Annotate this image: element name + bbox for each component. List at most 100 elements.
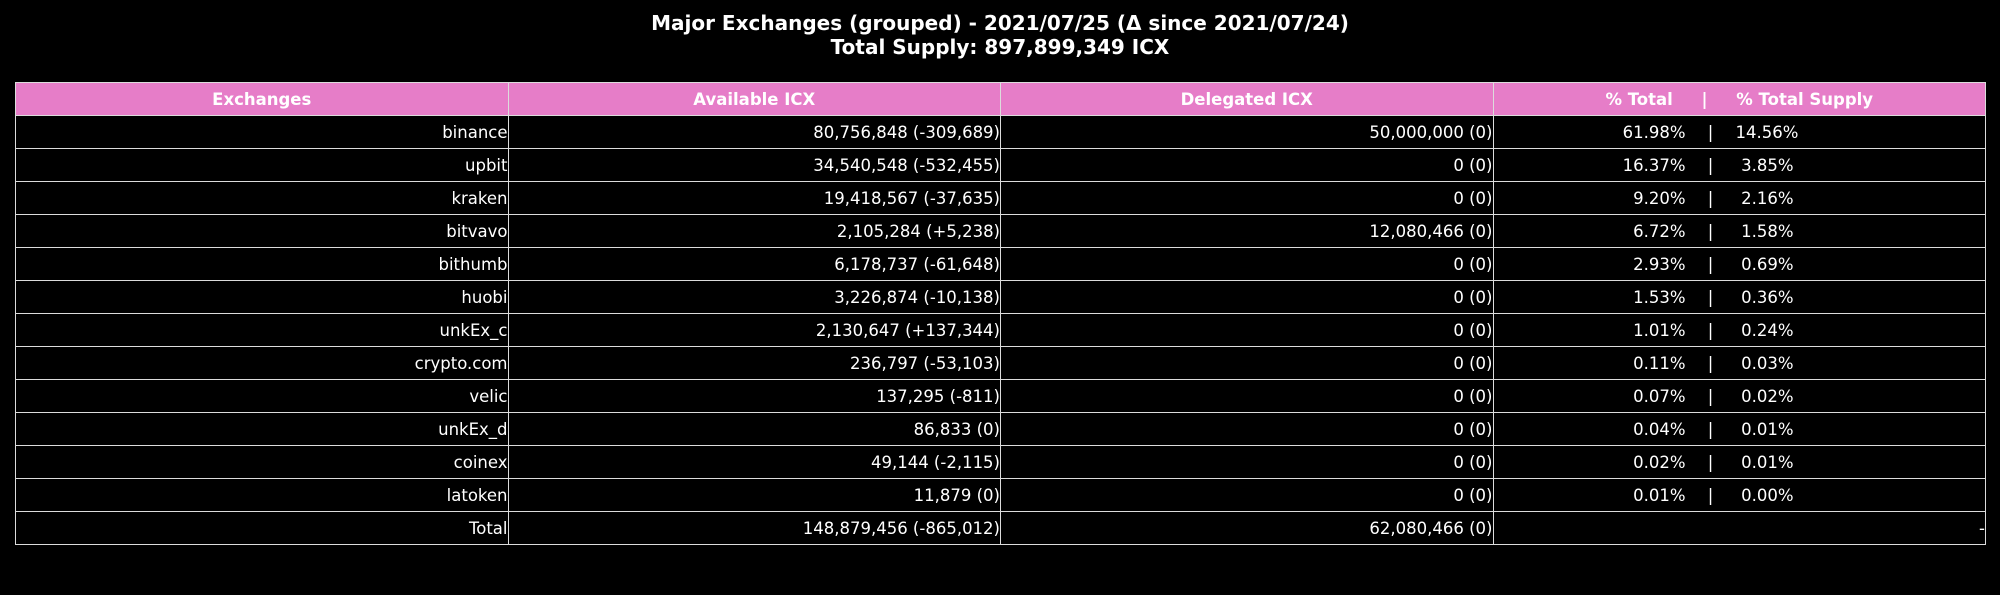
chart-title: Major Exchanges (grouped) - 2021/07/25 (… (651, 11, 1349, 35)
pct-separator: | (1707, 254, 1714, 274)
percent-group: 0.07% | 0.02% (1494, 386, 1793, 406)
cell-pct-total: 1.53% (1633, 287, 1686, 307)
pct-separator: | (1707, 320, 1714, 340)
cell-available-icx: 6,178,737 (-61,648) (507, 247, 1001, 281)
cell-exchange: bitvavo (15, 214, 509, 248)
cell-percent: 9.20% | 2.16% (1492, 181, 1986, 215)
cell-available-icx: 49,144 (-2,115) (507, 445, 1001, 479)
cell-pct-total: 6.72% (1633, 221, 1686, 241)
cell-available-icx: 19,418,567 (-37,635) (507, 181, 1001, 215)
pct-separator: | (1707, 188, 1714, 208)
cell-pct-total: 9.20% (1633, 188, 1686, 208)
cell-delegated-icx: 0 (0) (1000, 445, 1494, 479)
cell-exchange: binance (15, 115, 509, 149)
cell-pct-total: 2.93% (1633, 254, 1686, 274)
percent-group: 0.11% | 0.03% (1494, 353, 1794, 373)
cell-pct-supply: 0.01% (1741, 452, 1794, 472)
table-row: latoken 11,879 (0) 0 (0) 0.01% | 0.00% (15, 478, 1986, 512)
cell-percent: 1.01% | 0.24% (1492, 313, 1986, 347)
cell-total-delegated: 62,080,466 (0) (1000, 511, 1494, 545)
table-row: velic 137,295 (-811) 0 (0) 0.07% | 0.02% (15, 379, 1986, 413)
percent-group: 1.53% | 0.36% (1494, 287, 1794, 307)
cell-delegated-icx: 0 (0) (1000, 247, 1494, 281)
cell-pct-total: 61.98% (1622, 122, 1686, 142)
pct-separator: | (1707, 287, 1714, 307)
cell-available-icx: 2,105,284 (+5,238) (507, 214, 1001, 248)
cell-percent: 0.02% | 0.01% (1492, 445, 1986, 479)
cell-available-icx: 34,540,548 (-532,455) (507, 148, 1001, 182)
table-row: huobi 3,226,874 (-10,138) 0 (0) 1.53% | 0.36% (15, 280, 1986, 314)
cell-exchange: unkEx_c (15, 313, 509, 347)
pct-separator: | (1707, 386, 1714, 406)
header-exchanges: Exchanges (15, 82, 509, 116)
cell-pct-total: 0.11% (1633, 353, 1686, 373)
cell-pct-supply: 0.24% (1741, 320, 1794, 340)
cell-delegated-icx: 0 (0) (1000, 346, 1494, 380)
table-row: crypto.com 236,797 (-53,103) 0 (0) 0.11% | 0.… (15, 346, 1986, 380)
cell-pct-supply: 0.00% (1741, 485, 1794, 505)
cell-pct-total: 0.04% (1633, 419, 1686, 439)
cell-delegated-icx: 0 (0) (1000, 379, 1494, 413)
cell-exchange: coinex (15, 445, 509, 479)
table-total-row: Total 148,879,456 (-865,012) 62,080,466 (0… (15, 511, 1986, 545)
pct-separator: | (1707, 122, 1714, 142)
percent-group: 2.93% | 0.69% (1494, 254, 1794, 274)
table-row: bitvavo 2,105,284 (+5,238) 12,080,466 (0) 6… (15, 214, 1986, 248)
pct-separator: | (1707, 221, 1714, 241)
percent-group: 61.98% | 14.56% (1494, 122, 1799, 142)
cell-delegated-icx: 0 (0) (1000, 280, 1494, 314)
cell-percent: 0.04% | 0.01% (1492, 412, 1986, 446)
percent-group: 0.02% | 0.01% (1494, 452, 1794, 472)
cell-pct-supply: 1.58% (1741, 221, 1794, 241)
table-row: coinex 49,144 (-2,115) 0 (0) 0.02% | 0.01% (15, 445, 1986, 479)
percent-group: 16.37% | 3.85% (1494, 156, 1794, 175)
percent-group: 1.01% | 0.24% (1494, 320, 1794, 340)
percent-group: 0.04% | 0.01% (1494, 419, 1793, 439)
cell-percent: 16.37% | 3.85% (1492, 148, 1986, 182)
pct-separator: | (1707, 452, 1714, 472)
chart-subtitle: Total Supply: 897,899,349 ICX (830, 35, 1170, 59)
cell-pct-supply: 0.03% (1741, 353, 1794, 373)
percent-group: 0.01% | 0.00% (1494, 485, 1794, 505)
cell-pct-total: 1.01% (1633, 320, 1686, 340)
table-row: unkEx_d 86,833 (0) 0 (0) 0.04% | 0.01% (15, 412, 1986, 446)
cell-exchange: velic (15, 379, 509, 413)
cell-total-label: Total (15, 511, 509, 545)
cell-percent: 0.07% | 0.02% (1492, 379, 1986, 413)
chart-title-block: Major Exchanges (grouped) - 2021/07/25 (… (0, 11, 2000, 59)
cell-pct-total: 0.02% (1633, 452, 1686, 472)
cell-total-available: 148,879,456 (-865,012) (507, 511, 1001, 545)
cell-delegated-icx: 0 (0) (1000, 313, 1494, 347)
cell-pct-supply: 14.56% (1735, 122, 1799, 142)
pct-separator: | (1707, 485, 1714, 505)
cell-total-pct: - (1492, 511, 1986, 545)
cell-percent: 0.01% | 0.00% (1492, 478, 1986, 512)
table-row: unkEx_c 2,130,647 (+137,344) 0 (0) 1.01% | 0.… (15, 313, 1986, 347)
header-percent: % Total | % Total Supply (1492, 82, 1986, 116)
cell-delegated-icx: 0 (0) (1000, 148, 1494, 182)
cell-available-icx: 80,756,848 (-309,689) (507, 115, 1001, 149)
pct-separator: | (1707, 155, 1714, 175)
header-delegated-icx: Delegated ICX (1000, 82, 1494, 116)
percent-group: 6.72% | 1.58% (1494, 221, 1794, 241)
cell-exchange: latoken (15, 478, 509, 512)
cell-available-icx: 236,797 (-53,103) (507, 346, 1001, 380)
cell-pct-total: 0.07% (1633, 386, 1686, 406)
table-row: bithumb 6,178,737 (-61,648) 0 (0) 2.93% | 0.6… (15, 247, 1986, 281)
cell-exchange: upbit (15, 148, 509, 182)
cell-available-icx: 2,130,647 (+137,344) (507, 313, 1001, 347)
cell-pct-supply: 0.36% (1741, 287, 1794, 307)
cell-pct-supply: 0.69% (1741, 254, 1794, 274)
cell-delegated-icx: 50,000,000 (0) (1000, 115, 1494, 149)
cell-percent: 6.72% | 1.58% (1492, 214, 1986, 248)
percent-group: 9.20% | 2.16% (1494, 188, 1793, 208)
cell-pct-supply: 3.85% (1741, 155, 1794, 175)
cell-delegated-icx: 0 (0) (1000, 478, 1494, 512)
pct-separator: | (1707, 419, 1714, 439)
cell-exchange: huobi (15, 280, 509, 314)
cell-percent: 1.53% | 0.36% (1492, 280, 1986, 314)
cell-percent: 2.93% | 0.69% (1492, 247, 1986, 281)
cell-delegated-icx: 12,080,466 (0) (1000, 214, 1494, 248)
table-row: upbit 34,540,548 (-532,455) 0 (0) 16.37% | 3.… (15, 148, 1986, 182)
cell-exchange: kraken (15, 181, 509, 215)
